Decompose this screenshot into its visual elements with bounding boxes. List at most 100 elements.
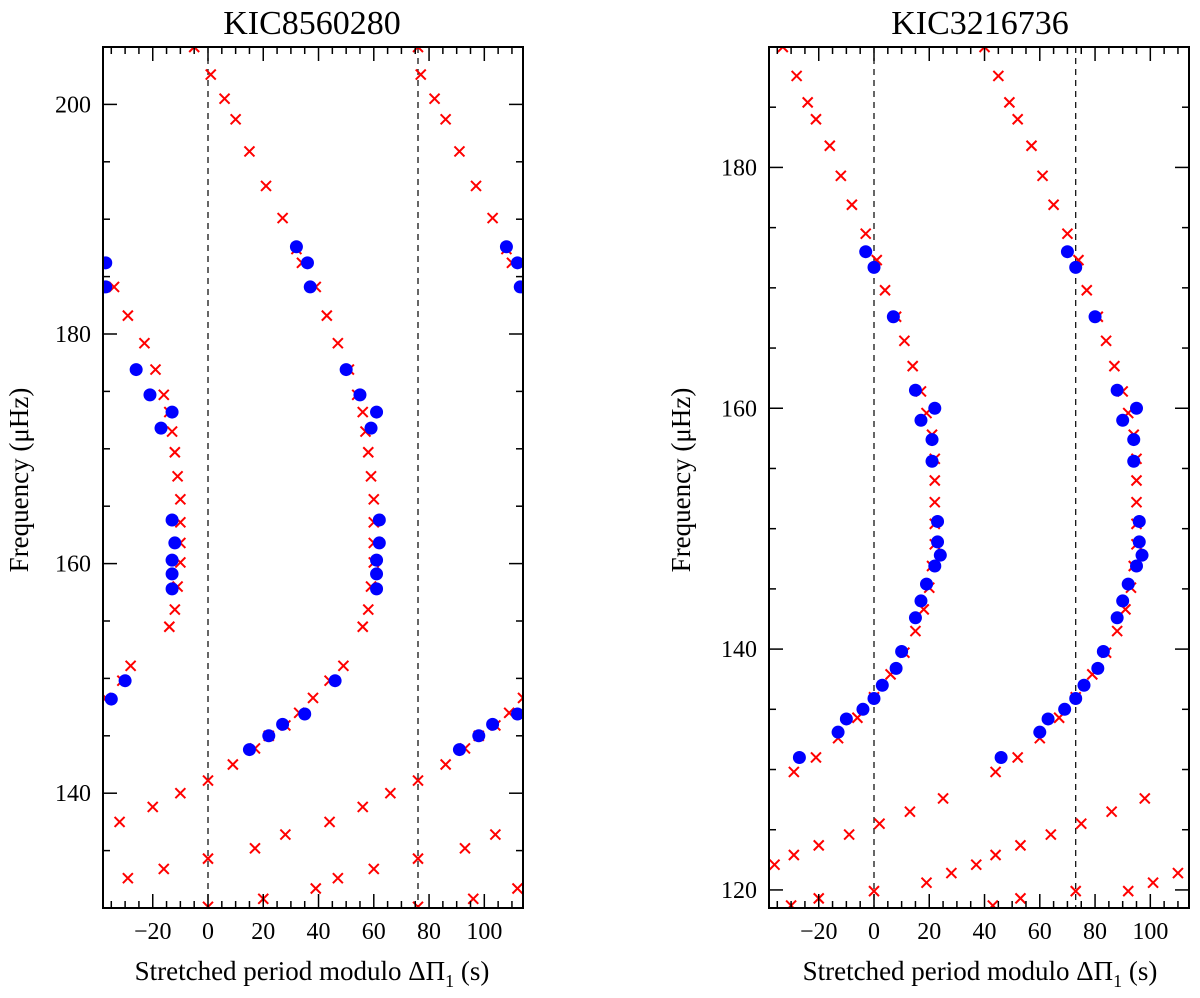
model-cross-marker <box>279 828 292 841</box>
x-axis-label: Stretched period modulo ΔΠ1 (s) <box>803 956 1158 991</box>
model-cross-marker <box>835 170 847 182</box>
x-tick-label: 80 <box>1083 919 1107 945</box>
model-cross-marker <box>868 885 880 897</box>
x-tick-label: 20 <box>917 919 941 945</box>
model-cross-marker <box>989 849 1002 861</box>
model-cross-marker <box>517 692 523 704</box>
model-cross-marker <box>1011 751 1024 764</box>
observed-dot-marker <box>154 421 168 435</box>
model-cross-marker <box>1130 474 1143 487</box>
observed-dot-marker <box>886 310 900 324</box>
model-cross-marker <box>511 882 523 895</box>
observed-dot-marker <box>165 553 179 567</box>
observed-dot-marker <box>1116 413 1130 427</box>
model-cross-marker <box>810 113 822 125</box>
observed-dot-marker <box>510 256 523 270</box>
observed-dot-marker <box>1130 559 1143 573</box>
observed-dot-marker <box>372 536 386 550</box>
x-tick-label: 20 <box>251 919 275 945</box>
observed-dot-marker <box>925 433 939 447</box>
observed-dot-marker <box>867 691 881 705</box>
model-cross-marker <box>769 858 781 871</box>
observed-dot-marker <box>875 678 889 692</box>
model-cross-marker <box>1147 877 1159 889</box>
model-cross-marker <box>873 817 886 830</box>
observed-dot-marker <box>370 567 384 581</box>
model-cross-marker <box>158 863 170 875</box>
model-cross-marker <box>813 839 825 852</box>
model-cross-marker <box>260 180 272 192</box>
observed-dot-marker <box>370 405 384 419</box>
observed-dot-marker <box>928 559 942 573</box>
model-cross-marker <box>169 603 181 616</box>
observed-dot-marker <box>289 240 303 254</box>
model-cross-marker <box>788 849 800 861</box>
model-cross-marker <box>1011 113 1024 125</box>
y-tick-label: 180 <box>721 155 757 181</box>
x-axis-label-unit: (s) <box>454 956 489 986</box>
model-cross-marker <box>362 603 374 616</box>
model-cross-marker <box>174 493 187 506</box>
observed-dot-marker <box>1091 661 1105 675</box>
observed-dot-marker <box>129 363 143 377</box>
observed-dot-marker <box>339 363 353 377</box>
observed-dot-marker <box>1127 454 1141 468</box>
chart-title: KIC3216736 <box>891 5 1069 42</box>
x-tick-label: −20 <box>800 919 838 945</box>
observed-dot-marker <box>1069 260 1083 274</box>
model-cross-marker <box>1100 335 1112 347</box>
model-cross-marker <box>368 863 380 875</box>
observed-dot-marker <box>914 594 928 608</box>
observed-dot-marker <box>928 401 942 415</box>
y-tick-label: 140 <box>55 781 91 807</box>
panel-kic8560280: KIC8560280 Frequency (μHz) Stretched per… <box>4 5 545 991</box>
observed-dot-marker <box>165 582 179 596</box>
observed-dot-marker <box>262 729 276 743</box>
observed-dot-marker <box>499 240 513 254</box>
model-cross-marker <box>945 867 958 879</box>
model-cross-marker <box>249 842 261 855</box>
model-cross-marker <box>1081 284 1093 296</box>
y-tick-label: 200 <box>55 92 91 118</box>
model-cross-marker <box>978 47 991 53</box>
model-cross-marker <box>202 774 214 787</box>
observed-dot-marker <box>908 611 922 625</box>
x-axis-label-subscript: 1 <box>1113 971 1122 991</box>
model-cross-marker <box>357 406 369 418</box>
model-cross-marker <box>439 758 452 771</box>
model-cross-marker <box>412 774 424 787</box>
observed-dot-marker <box>276 717 290 731</box>
model-cross-marker <box>1003 96 1016 109</box>
observed-dot-marker <box>370 582 384 596</box>
model-cross-marker <box>1061 227 1074 240</box>
observed-dot-marker <box>1069 691 1083 705</box>
model-cross-marker <box>810 751 822 764</box>
observed-dot-marker <box>920 577 933 591</box>
observed-dot-marker <box>1058 702 1072 716</box>
model-cross-marker <box>171 470 184 483</box>
model-cross-marker <box>1105 805 1118 818</box>
observed-dot-marker <box>839 712 853 726</box>
observed-dot-marker <box>364 421 378 435</box>
model-cross-marker <box>987 899 999 908</box>
model-cross-marker <box>276 212 289 224</box>
model-cross-marker <box>384 787 397 799</box>
model-cross-marker <box>937 792 949 805</box>
observed-dot-marker <box>867 260 881 274</box>
model-cross-marker <box>357 801 369 813</box>
observed-dot-marker <box>1096 645 1110 659</box>
model-cross-marker <box>188 47 200 53</box>
model-cross-marker <box>898 335 911 347</box>
model-cross-marker <box>824 140 836 152</box>
model-cross-marker <box>459 842 471 855</box>
model-cross-marker <box>535 817 545 827</box>
observed-dot-marker <box>118 674 132 688</box>
model-cross-marker <box>1130 496 1143 508</box>
observed-dot-marker <box>1135 548 1149 562</box>
model-cross-marker <box>227 758 239 771</box>
model-cross-marker <box>337 660 350 672</box>
x-tick-label: 60 <box>362 919 386 945</box>
x-tick-label: 0 <box>202 919 214 945</box>
x-tick-label: 0 <box>868 919 880 945</box>
observed-dot-marker <box>1060 245 1074 259</box>
